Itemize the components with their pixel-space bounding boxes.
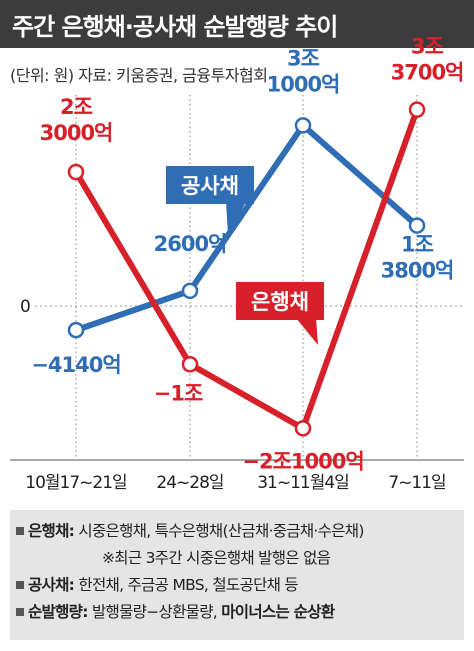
data-label-public-2-line0: 3조 bbox=[287, 46, 320, 70]
note-bank-label: 은행채: bbox=[28, 522, 75, 540]
note-net-text: 발행물량−상환물량, bbox=[91, 603, 218, 621]
data-point-bank-3 bbox=[408, 101, 426, 118]
bullet-icon bbox=[16, 607, 24, 616]
chart-title: 주간 은행채·공사채 순발행량 추이 bbox=[12, 12, 338, 41]
notes-box: 은행채: 시중은행채, 특수은행채(산금채·중금채·수은채) ※최근 3주간 시… bbox=[10, 510, 464, 640]
series-tag-pointer-public bbox=[226, 202, 246, 235]
data-label-bank-1: −1조 bbox=[154, 381, 203, 405]
data-label-bank-3-line1: 3700억 bbox=[391, 61, 464, 85]
data-point-bank-2 bbox=[294, 420, 312, 437]
note-bank-sub: ※최근 3주간 시중은행채 발행은 없음 bbox=[102, 549, 331, 567]
data-label-public-1: 2600억 bbox=[154, 232, 227, 256]
bullet-icon bbox=[16, 580, 24, 589]
note-public-label: 공사채: bbox=[28, 576, 75, 594]
series-tag-bank bbox=[236, 282, 324, 320]
series-tag-label-public: 공사채 bbox=[181, 174, 239, 198]
data-label-bank-2: −2조1000억 bbox=[242, 449, 363, 473]
x-tick-label-0: 10월17~21일 bbox=[25, 473, 126, 493]
data-label-public-2-line1: 1000억 bbox=[267, 72, 340, 96]
data-label-public-0: −4140억 bbox=[31, 353, 120, 377]
note-net-bold: 마이너스는 순상환 bbox=[221, 603, 335, 621]
bullet-icon bbox=[16, 526, 24, 535]
data-point-public-1 bbox=[181, 282, 199, 300]
series-line-public bbox=[73, 122, 420, 334]
data-label-bank-3-line0: 3조 bbox=[411, 35, 444, 59]
chart-title-bar: 주간 은행채·공사채 순발행량 추이 bbox=[0, 0, 474, 48]
data-point-public-2 bbox=[294, 117, 312, 134]
data-point-bank-0 bbox=[67, 163, 85, 181]
data-point-public-3 bbox=[408, 217, 426, 234]
series-line-bank bbox=[73, 106, 420, 432]
x-tick-label-1: 24~28일 bbox=[156, 473, 223, 493]
data-label-bank-0-line1: 3000억 bbox=[40, 121, 113, 145]
data-point-public-0 bbox=[67, 321, 85, 339]
note-net-label: 순발행량: bbox=[28, 603, 88, 621]
series-tag-pointer-bank bbox=[296, 318, 318, 345]
y-tick-zero: 0 bbox=[20, 297, 31, 317]
note-bank: 은행채: 시중은행채, 특수은행채(산금채·중금채·수은채) bbox=[16, 518, 456, 545]
series-tag-label-bank: 은행채 bbox=[251, 290, 309, 314]
note-bank-text: 시중은행채, 특수은행채(산금채·중금채·수은채) bbox=[78, 522, 364, 540]
data-point-bank-1 bbox=[181, 356, 199, 373]
data-label-public-3-line1: 3800억 bbox=[381, 259, 454, 283]
x-tick-label-2: 31~11월4일 bbox=[257, 473, 349, 493]
note-net: 순발행량: 발행물량−상환물량, 마이너스는 순상환 bbox=[16, 599, 456, 626]
data-label-public-3-line0: 1조 bbox=[401, 233, 434, 257]
note-public-text: 한전채, 주금공 MBS, 철도공단채 등 bbox=[78, 576, 298, 594]
note-public: 공사채: 한전채, 주금공 MBS, 철도공단채 등 bbox=[16, 572, 456, 599]
x-tick-label-3: 7~11일 bbox=[388, 473, 445, 493]
data-label-bank-0-line0: 2조 bbox=[60, 95, 93, 119]
unit-source-note: (단위: 원) 자료: 키움증권, 금융투자협회 bbox=[10, 66, 268, 85]
series-tag-public bbox=[166, 166, 254, 204]
